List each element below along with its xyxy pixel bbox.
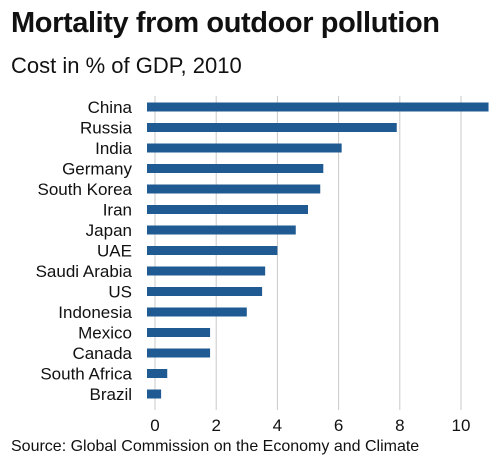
category-label: Japan — [86, 221, 132, 240]
chart-title: Mortality from outdoor pollution — [11, 7, 440, 39]
x-tick-label: 2 — [211, 416, 220, 435]
bar-iran — [147, 205, 308, 214]
category-label: Germany — [62, 160, 132, 179]
category-label: Iran — [103, 201, 132, 220]
category-label: Brazil — [89, 385, 132, 404]
x-tick-label: 6 — [334, 416, 343, 435]
bar-brazil — [147, 389, 162, 399]
bar-south-korea — [147, 184, 321, 194]
category-label: Mexico — [78, 324, 132, 343]
category-label: South Korea — [37, 180, 132, 199]
x-tick-label: 10 — [452, 416, 471, 435]
source-note: Source: Global Commission on the Economy… — [11, 438, 420, 455]
category-label: US — [108, 283, 132, 302]
category-label: Russia — [80, 119, 133, 138]
category-label: Indonesia — [58, 303, 132, 322]
bar-canada — [147, 348, 211, 358]
category-label: South Africa — [40, 365, 132, 384]
bar-germany — [147, 164, 324, 173]
bar-indonesia — [147, 307, 247, 317]
bar-uae — [147, 246, 278, 255]
bar-russia — [147, 123, 397, 132]
x-tick-labels: 0 2 4 6 8 10 — [150, 416, 470, 435]
category-label: UAE — [97, 242, 132, 261]
bar-us — [147, 287, 263, 296]
x-tick-label: 8 — [395, 416, 404, 435]
bar-saudi-arabia — [147, 266, 266, 276]
x-tick-label: 4 — [273, 416, 282, 435]
bar-japan — [147, 225, 296, 235]
x-tick-label: 0 — [150, 416, 159, 435]
bar-china — [147, 102, 489, 112]
category-label: India — [95, 139, 132, 158]
category-label: Saudi Arabia — [36, 262, 133, 281]
category-label: Canada — [72, 344, 132, 363]
bars — [147, 102, 489, 399]
bar-south-africa — [147, 369, 168, 378]
bar-india — [147, 143, 342, 153]
bar-mexico — [147, 328, 211, 337]
category-label: China — [88, 98, 133, 117]
chart-subtitle: Cost in % of GDP, 2010 — [11, 53, 242, 78]
